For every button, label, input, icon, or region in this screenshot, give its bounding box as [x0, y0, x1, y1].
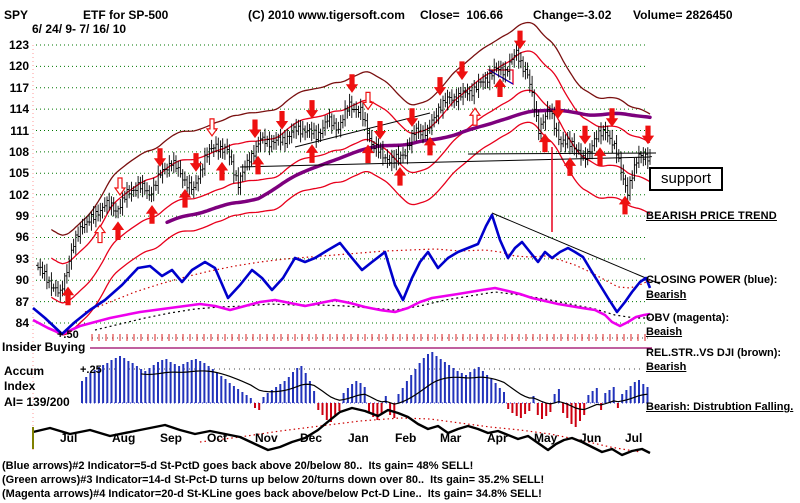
y-axis-label: 114	[9, 102, 29, 117]
price-trend-note: BEARISH PRICE TREND	[646, 210, 777, 222]
y-axis-label: 96	[15, 230, 29, 245]
quote-volume: Volume= 2826450	[633, 8, 733, 22]
month-label: Jul	[60, 431, 78, 445]
closing-power-status: Bearish	[646, 289, 687, 301]
footer-line-3: (Magenta arrows)#4 Indicator=20-d St-KLi…	[2, 488, 542, 500]
plus50-level-label: +.50	[57, 329, 79, 341]
obv-label: OBV (magenta):	[646, 312, 730, 324]
y-axis-label: 84	[15, 316, 29, 330]
support-box: support	[649, 167, 724, 191]
month-label: May	[534, 431, 558, 445]
copyright-text: (C) 2010 www.tigersoft.com	[248, 8, 405, 22]
month-label: Feb	[395, 431, 417, 445]
month-label: Jun	[580, 431, 602, 445]
insider-buying-label: Insider Buying	[2, 340, 86, 354]
y-axis-label: 123	[8, 38, 29, 52]
accum-label: Accum	[4, 364, 45, 378]
month-label: Jul	[625, 431, 643, 445]
index-label: Index	[4, 379, 36, 393]
month-label: Apr	[487, 431, 508, 445]
month-label: Jan	[348, 431, 369, 445]
y-axis-label: 108	[8, 144, 29, 159]
quote-close: Close= 106.66	[420, 8, 504, 22]
y-axis-label: 111	[10, 123, 29, 138]
month-label: Nov	[255, 431, 278, 445]
relstr-status: Bearish	[646, 361, 687, 373]
obv-status: Beaish	[646, 326, 683, 338]
ticker-symbol: SPY	[4, 8, 29, 22]
y-axis-label: 90	[15, 273, 29, 288]
distribution-note: Bearish: Distrubtion Falling.	[646, 401, 794, 413]
y-axis-label: 99	[15, 209, 29, 224]
y-axis-label: 117	[9, 80, 29, 95]
y-axis-label: 105	[8, 166, 29, 181]
y-axis-label: 102	[8, 187, 29, 202]
month-label: Oct	[207, 431, 228, 445]
month-label: Mar	[440, 431, 462, 445]
month-label: Sep	[160, 431, 183, 445]
relstr-label: REL.STR..VS DJI (brown):	[646, 347, 782, 359]
quote-change: Change=-3.02	[533, 8, 612, 22]
month-label: Aug	[112, 431, 136, 445]
ai-value-label: AI= 139/200	[4, 395, 70, 409]
footer-line-1: (Blue arrows)#2 Indicator=5-d St-PctD go…	[2, 460, 474, 472]
chart-title: ETF for SP-500	[83, 8, 169, 22]
y-axis-label: 87	[15, 294, 29, 309]
footer-line-2: (Green arrows)#3 Indicator=14-d St-Pct-D…	[2, 474, 545, 486]
month-label: Dec	[300, 431, 323, 445]
date-range: 6/ 24/ 9- 7/ 16/ 10	[32, 22, 127, 36]
y-axis-label: 93	[15, 251, 29, 266]
closing-power-label: CLOSING POWER (blue):	[646, 274, 778, 286]
y-axis-label: 120	[8, 59, 29, 74]
plus25-level-label: +.25	[80, 364, 102, 376]
